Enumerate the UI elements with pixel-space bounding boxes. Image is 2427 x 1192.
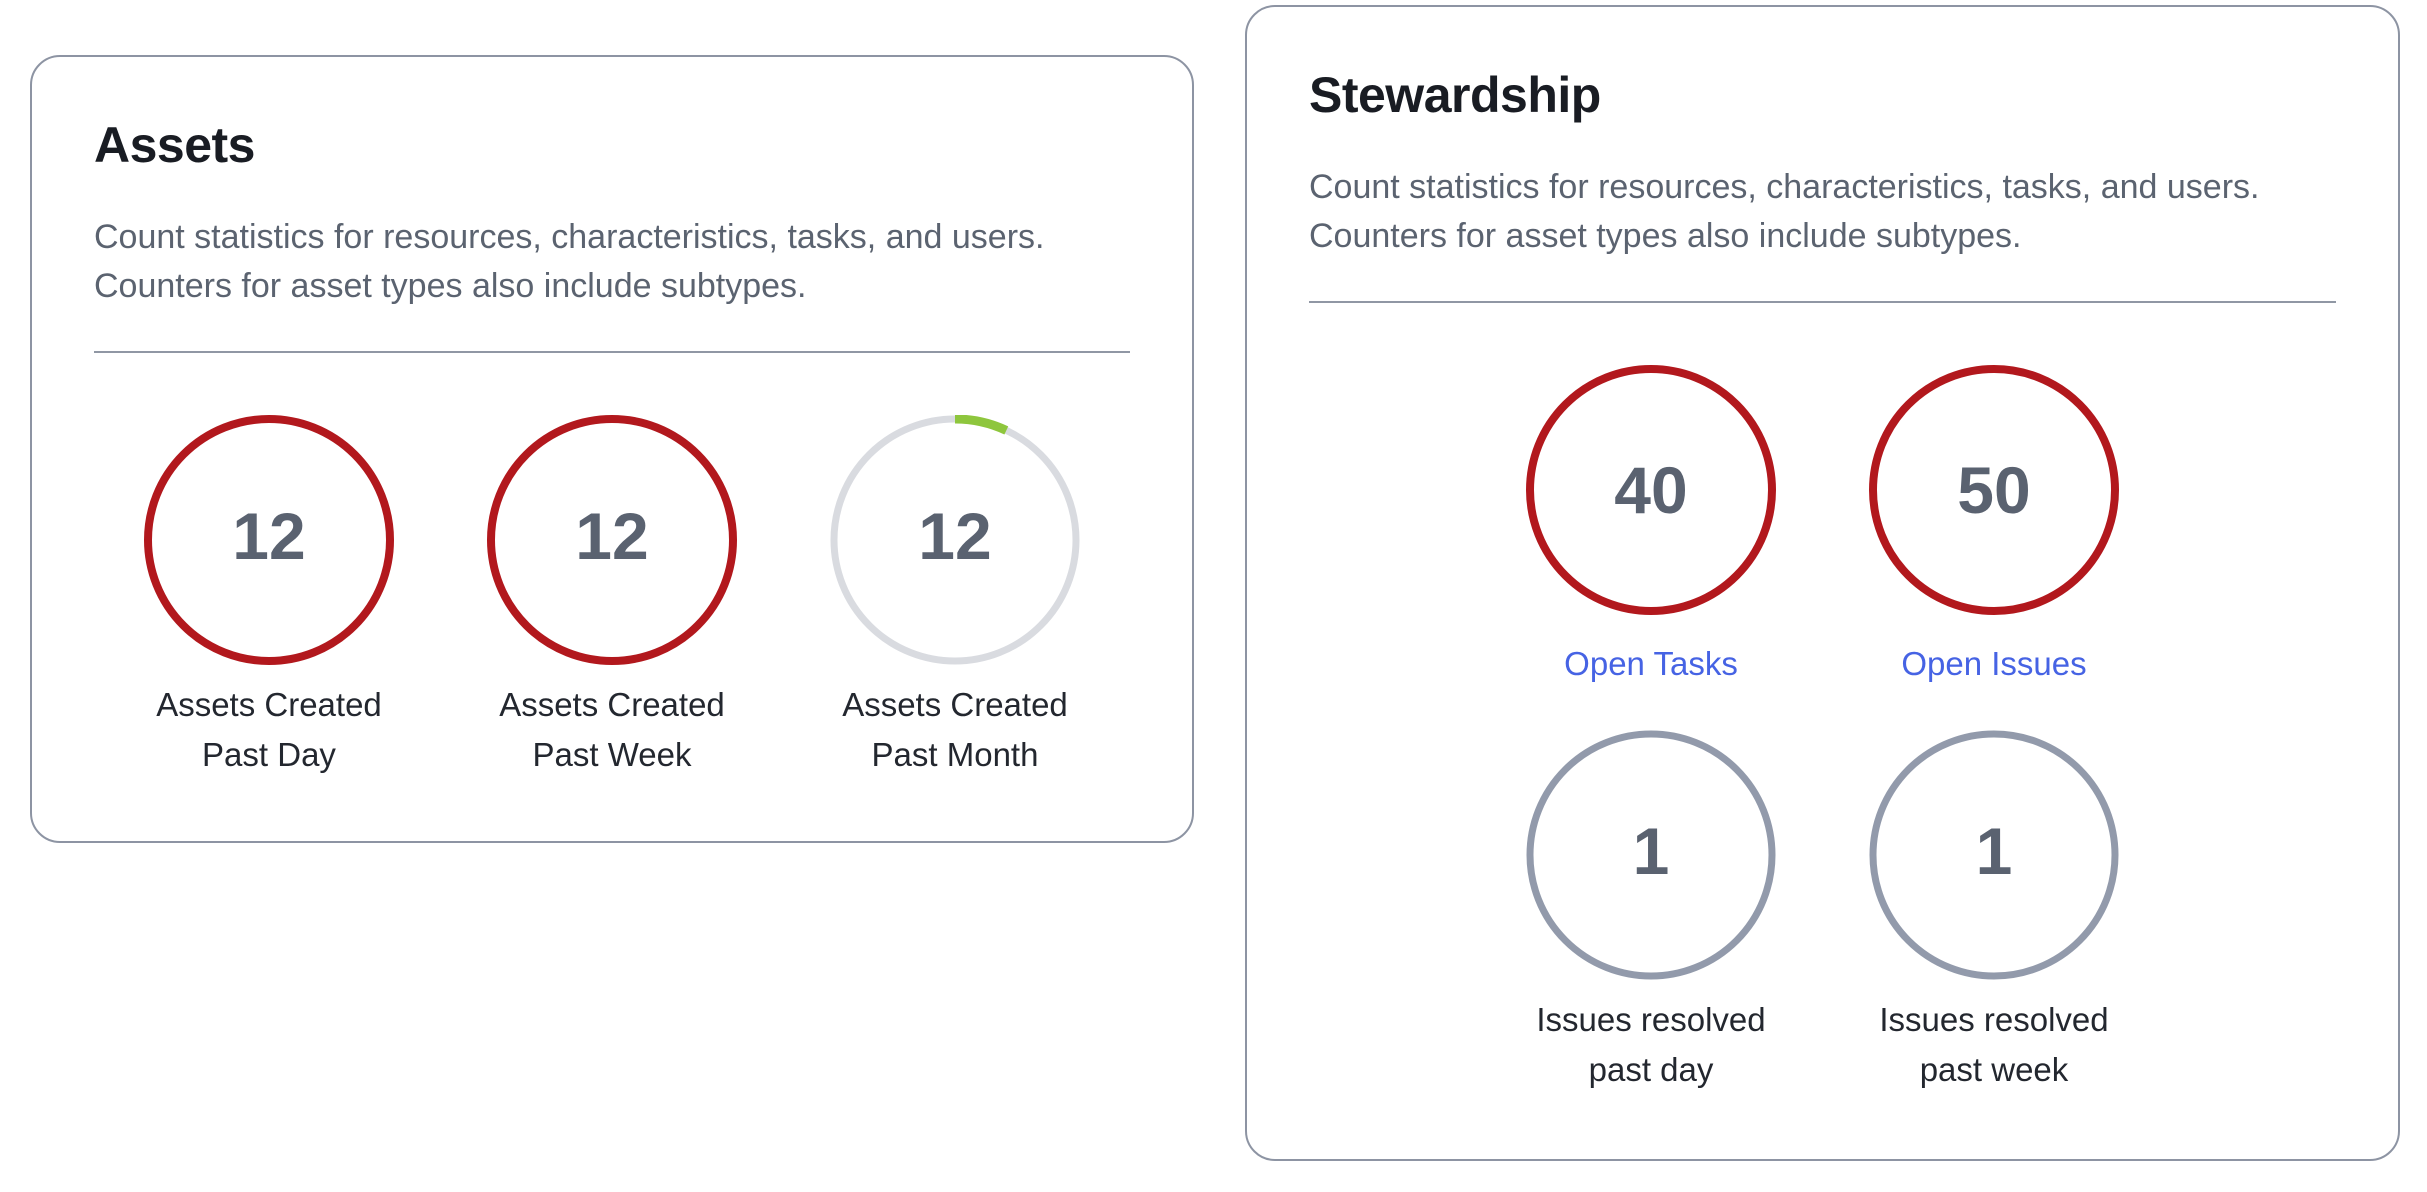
stat-value: 1 xyxy=(1975,813,2013,888)
stat-value: 12 xyxy=(232,498,306,573)
stat-circle: 1 xyxy=(1869,730,2119,980)
stat-open-issues: 50 Open Issues xyxy=(1823,365,2166,730)
stat-label-line: past day xyxy=(1588,1051,1714,1088)
card-description: Count statistics for resources, characte… xyxy=(94,218,1045,305)
stat-label-line: Issues resolved xyxy=(1879,1001,2109,1038)
open-tasks-link[interactable]: Open Tasks xyxy=(1564,645,1738,682)
stat-label-line: Past Week xyxy=(532,736,692,773)
stat-assets-created-past-week: 12 Assets Created Past Week xyxy=(441,415,784,780)
stat-circle: 40 xyxy=(1526,365,1776,615)
card-description: Count statistics for resources, characte… xyxy=(1309,168,2260,255)
stats-row: 12 Assets Created Past Day 12 Assets Cre… xyxy=(94,415,1130,780)
counter-ring-icon xyxy=(1869,730,2119,980)
ring-stroke xyxy=(1526,730,1776,980)
stat-label-line: Past Month xyxy=(871,736,1039,773)
stat-label-line: Assets Created xyxy=(842,686,1068,723)
stat-label-line: Past Day xyxy=(202,736,336,773)
counter-ring-progress-icon xyxy=(830,415,1080,665)
ring-stroke xyxy=(144,415,394,665)
stat-circle: 1 xyxy=(1526,730,1776,980)
stat-value: 40 xyxy=(1614,453,1688,527)
counter-ring-icon xyxy=(1526,365,1776,615)
stat-label: Assets Created Past Month xyxy=(842,680,1068,780)
card-title: Assets xyxy=(94,117,256,173)
stat-assets-created-past-month: 12 Assets Created Past Month xyxy=(784,415,1127,780)
stat-label: Open Issues xyxy=(1901,639,2086,689)
ring-stroke xyxy=(1526,365,1776,615)
divider xyxy=(94,351,1130,353)
card-title: Stewardship xyxy=(1309,67,1601,123)
stat-open-tasks: 40 Open Tasks xyxy=(1480,365,1823,730)
stat-label: Issues resolved past week xyxy=(1879,995,2108,1095)
stat-circle: 12 xyxy=(144,415,394,665)
stat-value: 12 xyxy=(575,498,649,573)
stat-label-line: Assets Created xyxy=(156,686,382,723)
assets-card: Assets Count statistics for resources, c… xyxy=(30,55,1194,843)
stat-label: Assets Created Past Day xyxy=(156,680,382,780)
stat-value: 50 xyxy=(1957,453,2031,527)
stat-label: Open Tasks xyxy=(1564,639,1738,689)
ring-stroke xyxy=(1869,365,2119,615)
stat-circle: 12 xyxy=(487,415,737,665)
stat-label: Assets Created Past Week xyxy=(499,680,725,780)
counter-ring-icon xyxy=(144,415,394,665)
ring-progress-arc xyxy=(830,415,1080,665)
stat-assets-created-past-day: 12 Assets Created Past Day xyxy=(98,415,441,780)
stats-grid: 40 Open Tasks 50 Open Issues 1 xyxy=(1309,365,2336,1095)
stat-value: 1 xyxy=(1632,813,1670,888)
stewardship-card: Stewardship Count statistics for resourc… xyxy=(1245,5,2400,1161)
divider xyxy=(1309,301,2336,303)
stat-issues-resolved-past-day: 1 Issues resolved past day xyxy=(1480,730,1823,1095)
open-issues-link[interactable]: Open Issues xyxy=(1901,645,2087,682)
ring-stroke xyxy=(487,415,737,665)
stat-label-line: Issues resolved xyxy=(1536,1001,1766,1038)
counter-ring-icon xyxy=(487,415,737,665)
stat-issues-resolved-past-week: 1 Issues resolved past week xyxy=(1823,730,2166,1095)
counter-ring-icon xyxy=(1869,365,2119,615)
stat-label: Issues resolved past day xyxy=(1536,995,1765,1095)
stat-value: 12 xyxy=(918,498,992,573)
stat-circle: 50 xyxy=(1869,365,2119,615)
stat-label-line: Assets Created xyxy=(499,686,725,723)
counter-ring-icon xyxy=(1526,730,1776,980)
stat-label-line: past week xyxy=(1919,1051,2069,1088)
ring-stroke xyxy=(1869,730,2119,980)
stat-circle: 12 xyxy=(830,415,1080,665)
